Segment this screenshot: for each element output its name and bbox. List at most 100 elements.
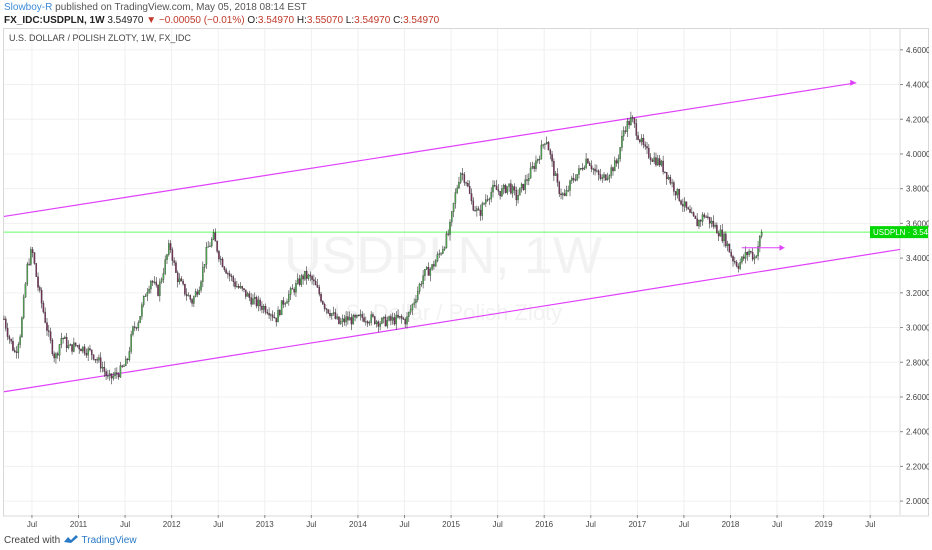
candle-body [293,288,295,293]
candle-body [705,216,707,218]
candle-body [522,183,525,190]
candle-body [237,286,240,288]
candle-body [655,157,657,166]
channel-upper-line [3,82,857,218]
candle-body [384,316,387,327]
candle-body [395,314,398,325]
tradingview-brand-link[interactable]: TradingView [81,535,137,546]
candle-body [200,281,202,291]
candle-body [291,288,294,290]
candle-body [311,276,313,280]
candle-body [458,182,460,189]
candle-body [121,365,123,367]
candle-body [3,318,5,320]
candle-body [53,353,55,359]
candle-body [540,144,543,160]
candle-body [196,291,199,295]
candle-body [141,304,143,317]
candle-body [515,190,518,201]
x-tick-label: Jul [306,520,316,529]
candle-body [424,269,426,276]
candle-body [123,365,125,367]
candle-body [601,177,604,179]
candle-body [474,210,476,212]
candle-body [17,344,20,353]
candle-body [85,353,88,356]
candle-body [676,188,679,196]
candle-body [626,121,629,132]
candle-body [662,160,664,173]
open-label: O: [247,15,258,26]
candle-body [51,339,54,354]
candle-body [257,299,260,307]
created-with-text: Created with [4,535,61,546]
candle-body [427,267,430,276]
candle-body [404,318,406,325]
candle-body [467,183,469,187]
candle-body [314,280,317,286]
candle-body [212,232,215,240]
candle-body [288,294,290,302]
open-value: 3.54970 [257,15,295,26]
candle-body [506,186,509,193]
candle-body [646,146,648,149]
y-tick-label: 3.60000 [906,219,929,228]
candle-body [443,247,446,250]
candle-body [708,216,711,224]
published-text: published on TradingView.com, May 05, 20… [55,2,307,13]
candle-body [182,280,184,285]
candle-body [110,373,113,379]
candle-body [468,186,471,194]
candle-body [370,314,372,323]
candle-body [628,121,630,126]
candle-body [26,263,29,285]
candle-body [146,292,149,297]
candle-body [723,233,725,242]
candle-body [103,367,106,372]
candle-body [669,176,672,184]
watermark-name: U.S. Dollar / Polish Zloty [324,300,562,325]
candle-body [128,351,131,360]
candle-body [307,274,310,279]
candle-body [658,158,661,166]
candle-body [159,281,161,296]
candle-body [408,312,410,317]
candle-body [90,349,93,355]
candle-body [499,191,501,197]
candle-body [454,192,457,204]
candle-body [610,167,612,176]
chart-frame[interactable]: 2.00000 2.20000 2.40000 2.60000 2.80000 3.000… [3,28,932,538]
candle-body [438,253,441,255]
candle-body [277,310,279,323]
candle-body [375,321,378,325]
y-tick-label: 2.00000 [906,497,929,506]
candle-body [295,283,297,293]
x-tick-label: Jul [679,520,689,529]
candle-body [536,158,539,162]
candle-body [202,267,204,282]
candle-body [271,314,274,318]
x-tick-label: 2011 [70,520,88,529]
candle-body [556,173,559,183]
candle-body [230,275,233,277]
candle-body [189,295,192,300]
candle-body [92,354,95,360]
candle-body [452,202,455,212]
candle-body [381,318,383,324]
candle-body [692,212,695,217]
candle-body [108,373,111,376]
candle-body [642,137,645,145]
candle-body [565,190,568,196]
price-chart[interactable]: 2.00000 2.20000 2.40000 2.60000 2.80000 3.000… [3,28,932,538]
candle-body [544,143,546,145]
candle-body [347,316,349,321]
candle-body [305,271,308,279]
candle-body [31,249,34,253]
candle-body [691,212,693,214]
candle-body [488,198,491,200]
candle-body [682,204,684,207]
candle-body [6,328,9,337]
candle-body [529,167,532,179]
candle-body [440,253,442,255]
author-link[interactable]: Slowboy-R [4,2,53,13]
